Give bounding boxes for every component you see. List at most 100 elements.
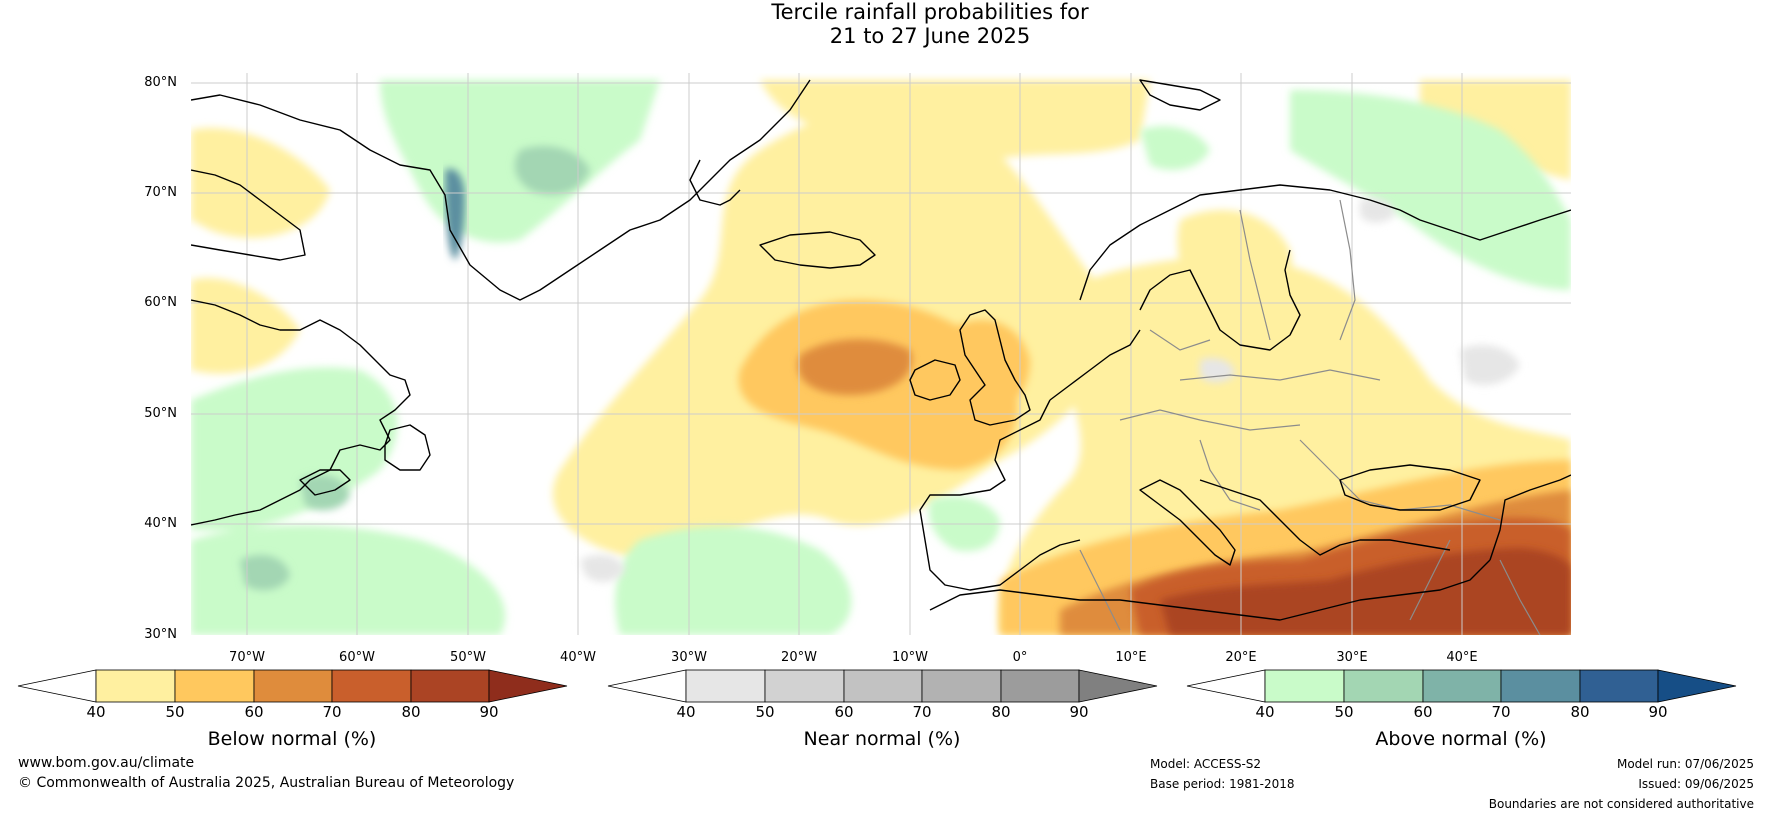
colorbar-below-upper-arrow — [488, 669, 568, 703]
cb-above-label: Above normal (%) — [1375, 728, 1547, 750]
footer-model-run: Model run: 07/06/2025 — [1616, 757, 1754, 771]
coast-black-sea — [1339, 464, 1481, 511]
colorbar-above-bin-1 — [1264, 669, 1345, 703]
coast-ireland — [909, 359, 961, 401]
cb-below-tick-40: 40 — [86, 703, 106, 721]
cb-near-tick-60: 60 — [834, 703, 854, 721]
lon-label-0: 0° — [1012, 650, 1028, 665]
cb-below-tick-70: 70 — [322, 703, 342, 721]
footer-issued: Issued: 09/06/2025 — [1638, 777, 1754, 791]
map-title: Tercile rainfall probabilities for 21 to… — [0, 0, 1770, 48]
below-normal-50-uk — [942, 320, 1030, 413]
near-normal-patch-3 — [1360, 198, 1395, 223]
coast-great-britain — [959, 309, 1031, 426]
cb-above-tick-70: 70 — [1491, 703, 1511, 721]
below-normal-labrador — [191, 278, 300, 374]
below-normal-north-atlantic — [760, 80, 1150, 163]
coast-svalbard — [1139, 79, 1221, 111]
lat-label-50n: 50°N — [144, 406, 177, 421]
above-normal-mid-atlantic — [615, 526, 852, 635]
lon-label-40e: 40°E — [1446, 650, 1478, 665]
lon-label-60w: 60°W — [339, 650, 375, 665]
colorbar-above-upper-arrow — [1657, 669, 1737, 703]
lon-label-10w: 10°W — [892, 650, 928, 665]
cb-near-tick-70: 70 — [912, 703, 932, 721]
colorbar-near-lower-arrow — [607, 669, 687, 703]
colorbar-above-normal — [1186, 669, 1737, 703]
cb-near-tick-90: 90 — [1069, 703, 1089, 721]
graticule — [191, 73, 1571, 635]
footer-website-link[interactable]: www.bom.gov.au/climate — [18, 755, 195, 771]
title-line-1: Tercile rainfall probabilities for — [771, 0, 1089, 24]
cb-above-tick-80: 80 — [1570, 703, 1590, 721]
colorbar-near-bin-1 — [685, 669, 766, 703]
colorbar-above-bin-5 — [1579, 669, 1659, 703]
coast-nova-scotia — [299, 469, 351, 496]
above-normal-west-atlantic — [191, 525, 506, 635]
colorbar-below-lower-arrow — [17, 669, 97, 703]
below-normal-80-shading — [1160, 548, 1571, 635]
lon-label-20w: 20°W — [781, 650, 817, 665]
cb-below-tick-80: 80 — [401, 703, 421, 721]
colorbar-below-bin-3 — [253, 669, 333, 703]
cb-above-tick-90: 90 — [1648, 703, 1668, 721]
lat-label-70n: 70°N — [144, 185, 177, 200]
colorbar-below-bin-5 — [410, 669, 490, 703]
coast-scandinavia — [1079, 184, 1571, 301]
coast-newfoundland — [384, 424, 431, 471]
cb-near-tick-50: 50 — [755, 703, 775, 721]
below-normal-80-med — [1160, 548, 1571, 635]
coast-iceland — [759, 231, 876, 269]
cb-below-tick-60: 60 — [244, 703, 264, 721]
lat-label-40n: 40°N — [144, 516, 177, 531]
coast-greenland-east — [689, 159, 741, 206]
colorbar-above-bin-2 — [1343, 669, 1424, 703]
above-normal-50-greenland — [514, 146, 590, 195]
below-normal-60-atlantic — [797, 339, 912, 395]
lon-label-20e: 20°E — [1225, 650, 1257, 665]
lon-label-50w: 50°W — [450, 650, 486, 665]
near-normal-patch-1 — [1460, 345, 1520, 385]
cb-above-tick-60: 60 — [1413, 703, 1433, 721]
above-normal-north-sea — [1140, 126, 1210, 170]
near-normal-shading — [580, 198, 1520, 582]
footer-base-period: Base period: 1981-2018 — [1150, 777, 1295, 791]
cb-below-label: Below normal (%) — [207, 728, 377, 750]
colorbar-near-upper-arrow — [1078, 669, 1158, 703]
footer-copyright: © Commonwealth of Australia 2025, Austra… — [18, 775, 515, 791]
above-normal-70-shading — [445, 168, 465, 260]
near-normal-patch-2 — [580, 554, 625, 582]
above-normal-70-greenland-coast — [445, 168, 465, 260]
cb-above-tick-50: 50 — [1334, 703, 1354, 721]
title-line-2: 21 to 27 June 2025 — [829, 24, 1031, 48]
colorbar-above-bin-3 — [1422, 669, 1502, 703]
footer-disclaimer: Boundaries are not considered authoritat… — [1488, 797, 1754, 811]
colorbar-near-bin-3 — [843, 669, 923, 703]
lon-label-30w: 30°W — [671, 650, 707, 665]
above-normal-russia — [1290, 90, 1571, 290]
coast-italy — [1139, 479, 1236, 566]
coast-baffin-west — [191, 169, 306, 261]
colorbar-above-lower-arrow — [1186, 669, 1266, 703]
colorbar-near-normal — [607, 669, 1158, 703]
colorbar-above-bin-4 — [1500, 669, 1581, 703]
cb-below-tick-90: 90 — [479, 703, 499, 721]
colorbar-below-bin-1 — [95, 669, 176, 703]
coast-balkans — [1199, 479, 1451, 556]
lon-label-30e: 30°E — [1336, 650, 1368, 665]
colorbar-near-bin-5 — [1000, 669, 1080, 703]
coast-france-iberia — [919, 399, 1081, 591]
colorbar-below-bin-4 — [331, 669, 412, 703]
colorbar-below-bin-2 — [174, 669, 255, 703]
coast-levant — [1489, 474, 1571, 561]
colorbar-near-bin-4 — [921, 669, 1002, 703]
below-normal-west-greenland — [191, 128, 330, 238]
coast-baffin — [191, 79, 811, 301]
above-normal-50-shading — [240, 146, 590, 591]
coast-baltic — [1139, 249, 1301, 351]
lat-label-30n: 30°N — [144, 627, 177, 642]
colorbar-below-normal — [17, 669, 568, 703]
lon-label-10e: 10°E — [1115, 650, 1147, 665]
near-normal-patch-4 — [1200, 358, 1235, 383]
lat-label-60n: 60°N — [144, 295, 177, 310]
